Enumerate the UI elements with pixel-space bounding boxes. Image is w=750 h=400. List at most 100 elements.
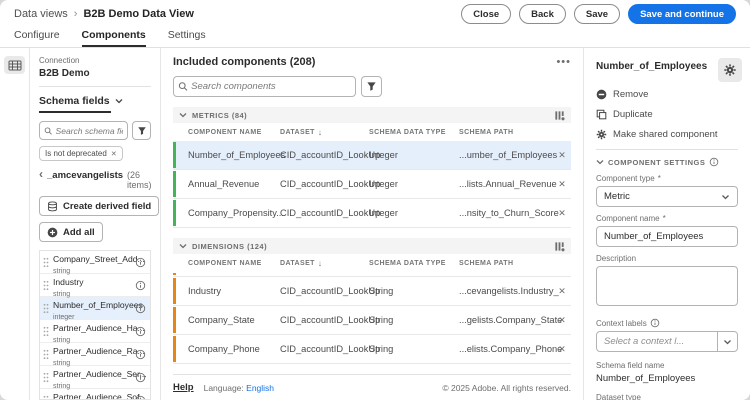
back-chevron-icon[interactable]: ‹: [39, 167, 43, 181]
drag-handle-icon[interactable]: [43, 303, 49, 314]
metrics-section-header[interactable]: METRICS (84): [173, 107, 571, 123]
make-shared-component-label: Make shared component: [613, 128, 718, 140]
metric-row[interactable]: Annual_Revenue CID_accountID_LookUp Inte…: [173, 170, 571, 199]
column-header-name[interactable]: COMPONENT NAME: [188, 259, 262, 267]
schema-field-row[interactable]: Industry string: [40, 274, 150, 298]
metric-color-bar: [173, 142, 176, 168]
schema-fields-header[interactable]: Schema fields: [39, 95, 151, 107]
column-header-type[interactable]: SCHEMA DATA TYPE: [369, 128, 446, 136]
chevron-down-icon: [179, 113, 187, 118]
column-settings-icon[interactable]: [554, 241, 565, 252]
field-name: Industry: [53, 276, 84, 287]
remove-action[interactable]: Remove: [596, 86, 738, 102]
drag-handle-icon[interactable]: [43, 372, 49, 383]
make-shared-component-action[interactable]: Make shared component: [596, 126, 738, 142]
context-labels-combobox[interactable]: Select a context l...: [596, 331, 738, 352]
save-and-continue-button[interactable]: Save and continue: [628, 4, 736, 24]
breadcrumb-root-link[interactable]: Data views: [14, 8, 68, 20]
combobox-chevron-button[interactable]: [717, 332, 737, 351]
drag-handle-icon[interactable]: [43, 349, 49, 360]
schema-field-row[interactable]: Partner_Audience_Ser... string: [40, 366, 150, 390]
tab-configure[interactable]: Configure: [14, 29, 60, 41]
info-icon[interactable]: [650, 318, 660, 328]
plus-circle-icon: [47, 227, 58, 237]
tab-components[interactable]: Components: [81, 28, 146, 47]
more-menu-icon[interactable]: •••: [556, 56, 571, 68]
language-link[interactable]: English: [246, 382, 275, 393]
components-filter-button[interactable]: [361, 76, 382, 97]
remove-component-icon[interactable]: ✕: [558, 343, 566, 354]
info-icon[interactable]: [135, 395, 146, 400]
info-icon[interactable]: [135, 280, 146, 291]
dimension-row[interactable]: Company_Phone CID_accountID_LookUp Strin…: [173, 335, 571, 364]
schema-panel-toggle-button[interactable]: [4, 56, 25, 74]
filter-chip-label: Is not deprecated: [45, 149, 107, 158]
sort-descending-icon[interactable]: ↓: [317, 127, 323, 137]
schema-field-row[interactable]: Partner_Audience_Ra... string: [40, 343, 150, 367]
schema-fields-sidebar: Connection B2B Demo Schema fields Is not…: [30, 48, 161, 400]
remove-component-icon[interactable]: ✕: [558, 314, 566, 325]
filter-chip-not-deprecated[interactable]: Is not deprecated ✕: [39, 146, 123, 161]
remove-component-icon[interactable]: ✕: [558, 178, 566, 189]
add-all-button[interactable]: Add all: [39, 222, 103, 242]
help-link[interactable]: Help: [173, 382, 194, 393]
column-header-dataset[interactable]: DATASET: [280, 128, 315, 136]
component-name-input[interactable]: [604, 231, 730, 242]
dimension-row-partial: [173, 272, 571, 277]
dataset-cell: CID_accountID_LookUp: [280, 150, 381, 160]
schema-search-input[interactable]: [55, 125, 123, 136]
info-icon[interactable]: [709, 157, 719, 167]
component-settings-header[interactable]: COMPONENT SETTINGS: [596, 157, 738, 167]
info-icon[interactable]: [135, 303, 146, 314]
schema-field-row[interactable]: Partner_Audience_Ha... string: [40, 320, 150, 344]
close-button[interactable]: Close: [461, 4, 512, 24]
dataset-cell: CID_accountID_LookUp: [280, 344, 381, 354]
sort-descending-icon[interactable]: ↓: [317, 258, 323, 268]
column-header-type[interactable]: SCHEMA DATA TYPE: [369, 259, 446, 267]
remove-component-icon[interactable]: ✕: [558, 149, 566, 160]
schema-filter-button[interactable]: [132, 121, 151, 140]
description-textarea[interactable]: [596, 266, 738, 306]
component-type-select[interactable]: Metric: [596, 186, 738, 207]
description-label: Description: [596, 254, 637, 263]
field-name: Number_of_Employees: [53, 299, 143, 310]
tab-settings[interactable]: Settings: [167, 29, 206, 41]
column-header-dataset[interactable]: DATASET: [280, 259, 315, 267]
column-header-path[interactable]: SCHEMA PATH: [459, 259, 514, 267]
remove-component-icon[interactable]: ✕: [558, 207, 566, 218]
component-details-panel: Number_of_Employees Remove Duplicate Mak…: [583, 48, 750, 400]
drag-handle-icon[interactable]: [43, 395, 49, 400]
back-button[interactable]: Back: [519, 4, 566, 24]
chip-close-icon[interactable]: ✕: [110, 150, 117, 158]
data-type-cell: Integer: [369, 150, 398, 160]
schema-field-row[interactable]: Company_Street_Add... string: [40, 251, 150, 275]
info-icon[interactable]: [135, 257, 146, 268]
field-name: Partner_Audience_Ra...: [53, 345, 145, 356]
column-header-name[interactable]: COMPONENT NAME: [188, 128, 262, 136]
schema-field-row[interactable]: Partner_Audience_Sof...string: [40, 389, 150, 400]
schema-field-row-selected[interactable]: Number_of_Employees integer: [40, 297, 150, 321]
data-type-cell: String: [369, 286, 394, 296]
info-icon[interactable]: [135, 349, 146, 360]
dimension-row[interactable]: Industry CID_accountID_LookUp String ...…: [173, 277, 571, 306]
info-icon[interactable]: [135, 326, 146, 337]
column-header-path[interactable]: SCHEMA PATH: [459, 128, 514, 136]
drag-handle-icon[interactable]: [43, 280, 49, 291]
info-icon[interactable]: [135, 372, 146, 383]
components-search-input[interactable]: [191, 81, 351, 92]
schema-field-name-label: Schema field name: [596, 361, 665, 370]
duplicate-action[interactable]: Duplicate: [596, 106, 738, 122]
dimensions-section-header[interactable]: DIMENSIONS (124): [173, 238, 571, 254]
dimension-row[interactable]: Company_State CID_accountID_LookUp Strin…: [173, 306, 571, 335]
required-asterisk: *: [657, 174, 661, 183]
column-settings-icon[interactable]: [554, 110, 565, 121]
settings-gear-button[interactable]: [718, 58, 742, 82]
remove-component-icon[interactable]: ✕: [558, 285, 566, 296]
drag-handle-icon[interactable]: [43, 326, 49, 337]
create-derived-field-button[interactable]: Create derived field: [39, 196, 160, 216]
context-labels-label: Context labels: [596, 318, 647, 328]
metric-row[interactable]: Company_Propensity... CID_accountID_Look…: [173, 199, 571, 228]
metric-row-selected[interactable]: Number_of_Employees CID_accountID_LookUp…: [173, 141, 571, 170]
save-button[interactable]: Save: [573, 4, 621, 24]
drag-handle-icon[interactable]: [43, 257, 49, 268]
